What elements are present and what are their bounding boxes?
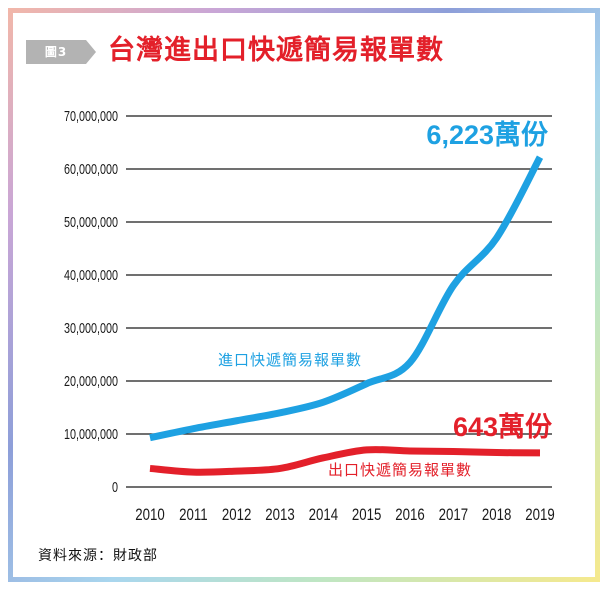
x-tick-label: 2019 [525,506,554,525]
import-end-label: 6,223萬份 [426,120,548,150]
x-tick-label: 2013 [265,506,294,525]
source-note: 資料來源：財政部 [38,548,158,564]
x-tick-label: 2014 [309,506,339,525]
badge-arrow-icon [86,40,96,64]
y-tick-label: 20,000,000 [64,372,118,389]
import-series-line [149,155,544,442]
x-tick-label: 2016 [395,506,424,525]
export-series-label: 出口快遞簡易報單數 [328,461,472,479]
y-tick-label: 10,000,000 [64,425,118,442]
import-series-label: 進口快遞簡易報單數 [218,351,362,369]
figure-number-badge: 圖3 [26,40,98,64]
y-tick-label: 0 [112,478,118,495]
x-tick-label: 2010 [135,506,164,525]
y-tick-label: 40,000,000 [64,266,118,283]
x-tick-label: 2018 [482,506,511,525]
export-end-label: 643萬份 [453,412,552,442]
x-tick-label: 2012 [222,506,251,525]
y-tick-label: 60,000,000 [64,160,118,177]
y-tick-label: 70,000,000 [64,107,118,124]
x-tick-label: 2011 [179,506,207,525]
y-tick-label: 50,000,000 [64,213,118,230]
export-series-line [149,446,541,476]
figure-panel [13,13,595,577]
x-tick-label: 2017 [439,506,468,525]
x-tick-label: 2015 [352,506,381,525]
figure-frame [8,8,600,582]
figure-number: 圖3 [26,40,86,64]
chart-title: 台灣進出口快遞簡易報單數 [108,35,444,66]
y-tick-label: 30,000,000 [64,319,118,336]
